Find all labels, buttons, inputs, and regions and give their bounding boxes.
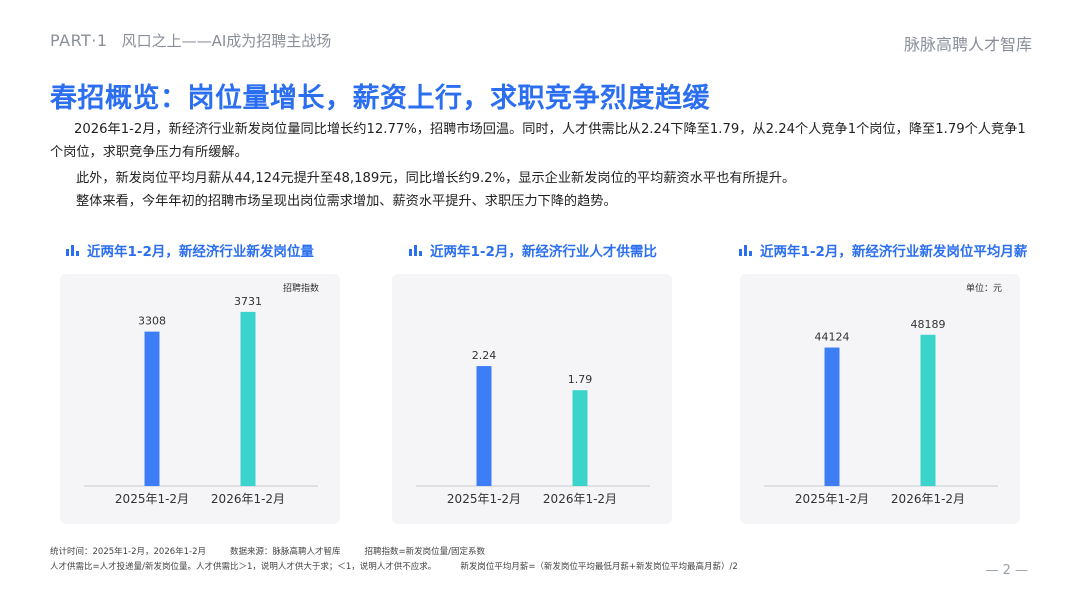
x-tick-label: 2026年1-2月: [891, 492, 965, 506]
bar-value-label: 3308: [138, 315, 166, 328]
chart-3-unit-label: 单位：元: [966, 284, 1003, 294]
chart-2-title-row: 近两年1-2月，新经济行业人才供需比: [409, 240, 657, 260]
chart-1-svg: 3308 2025年1-2月 3731 2026年1-2月: [84, 295, 318, 506]
footnote-source: 数据来源：脉脉高聘人才智库: [230, 547, 341, 557]
bar-chart-icon: [739, 245, 752, 256]
page-number: — 2 —: [985, 563, 1028, 578]
chart-1-title: 近两年1-2月，新经济行业新发岗位量: [87, 244, 314, 260]
footnote-time: 统计时间：2025年1-2月，2026年1-2月: [50, 547, 207, 557]
bar-value-label: 1.79: [568, 373, 593, 386]
x-tick-label: 2025年1-2月: [795, 492, 869, 506]
chart-3-panel: 44124 2025年1-2月 48189 2026年1-2月: [740, 274, 1020, 524]
paragraph-3: 整体来看，今年年初的招聘市场呈现出岗位需求增加、薪资水平提升、求职压力下降的趋势…: [76, 194, 617, 209]
section-title: 风口之上——AI成为招聘主战场: [121, 32, 332, 50]
page-title: 春招概览：岗位量增长，薪资上行，求职竞争烈度趋缓: [50, 83, 710, 114]
paragraph-1: 2026年1-2月，新经济行业新发岗位量同比增长约12.77%，招聘市场回温。同…: [50, 122, 1026, 160]
chart-3-title-row: 近两年1-2月，新经济行业新发岗位平均月薪: [739, 240, 1027, 260]
chart-3-svg: 44124 2025年1-2月 48189 2026年1-2月: [764, 318, 998, 506]
header-part: PART·1 风口之上——AI成为招聘主战场: [50, 30, 331, 51]
chart-2-title: 近两年1-2月，新经济行业人才供需比: [430, 244, 657, 260]
bar-value-label: 44124: [815, 331, 850, 344]
chart-1-panel: 3308 2025年1-2月 3731 2026年1-2月: [60, 274, 340, 524]
footnote-line-2: 人才供需比=人才投递量/新发岗位量。人才供需比＞1，说明人才供大于求；＜1，说明…: [50, 560, 762, 572]
paragraph-2: 此外，新发岗位平均月薪从44,124元提升至48,189元，同比增长约9.2%，…: [76, 171, 796, 186]
footnote-line-1: 统计时间：2025年1-2月，2026年1-2月 数据来源：脉脉高聘人才智库 招聘指…: [50, 545, 509, 557]
bar-2025: [144, 331, 160, 486]
bar-chart-icon: [409, 245, 422, 256]
bar-2026: [572, 390, 588, 486]
bar-2026: [240, 311, 256, 486]
x-tick-label: 2026年1-2月: [211, 492, 285, 506]
bar-2025: [824, 347, 840, 486]
bar-2025: [476, 366, 492, 486]
bar-2026: [920, 334, 936, 486]
bar-chart-icon: [66, 245, 79, 256]
footnote-salary-def: 新发岗位平均月薪=（新发岗位平均最低月薪+新发岗位平均最高月薪）/2: [460, 562, 738, 572]
brand-name: 脉脉高聘人才智库: [903, 35, 1032, 54]
footnote-index-def: 招聘指数=新发岗位量/固定系数: [364, 547, 486, 557]
footnote-ratio-def: 人才供需比=人才投递量/新发岗位量。人才供需比＞1，说明人才供大于求；＜1，说明…: [50, 562, 437, 572]
bar-value-label: 3731: [234, 295, 262, 308]
bar-value-label: 48189: [911, 318, 946, 331]
part-label: PART·1: [50, 31, 108, 50]
x-tick-label: 2026年1-2月: [543, 492, 617, 506]
x-tick-label: 2025年1-2月: [115, 492, 189, 506]
chart-2-svg: 2.24 2025年1-2月 1.79 2026年1-2月: [416, 349, 650, 506]
chart-2-panel: 2.24 2025年1-2月 1.79 2026年1-2月: [392, 274, 672, 524]
bar-value-label: 2.24: [472, 349, 497, 362]
chart-1-unit-label: 招聘指数: [283, 284, 320, 294]
chart-1-title-row: 近两年1-2月，新经济行业新发岗位量: [66, 240, 314, 260]
chart-3-title: 近两年1-2月，新经济行业新发岗位平均月薪: [760, 244, 1028, 260]
x-tick-label: 2025年1-2月: [447, 492, 521, 506]
